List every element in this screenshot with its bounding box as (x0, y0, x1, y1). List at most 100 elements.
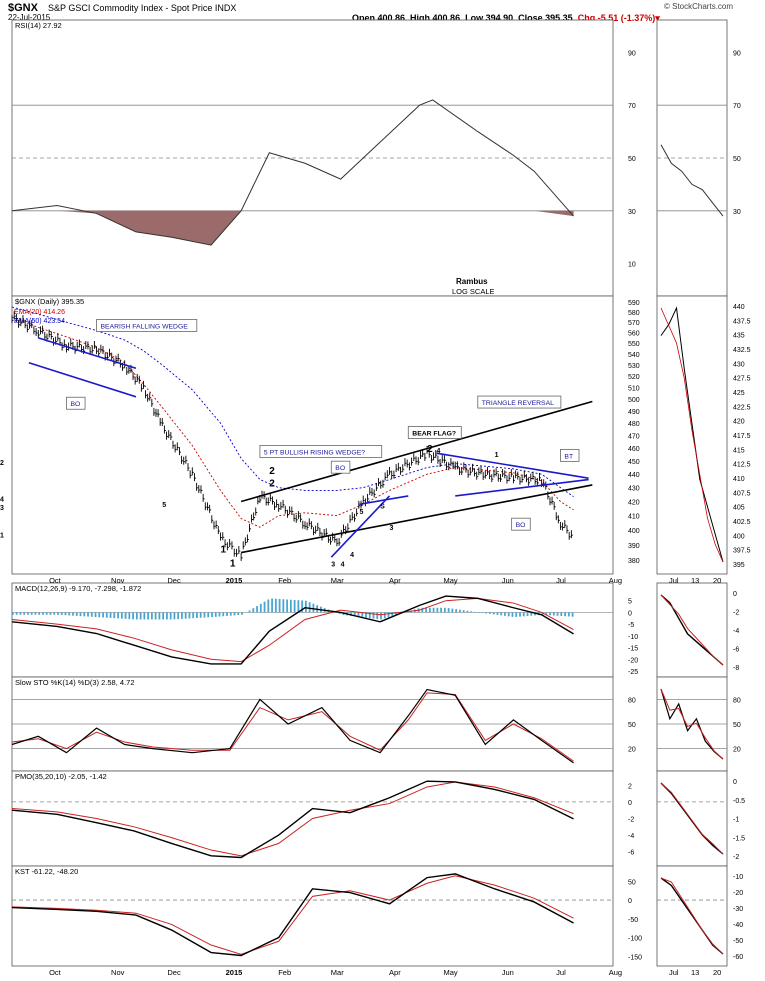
macd-histogram-bar (222, 612, 225, 617)
mini-tick-label: 432.5 (733, 347, 751, 354)
macd-histogram-bar (45, 612, 48, 615)
tick-label: 20 (628, 747, 636, 754)
macd-histogram-bar (98, 612, 101, 618)
x-axis-label: 2015 (226, 968, 243, 977)
kst-line (11, 873, 574, 957)
mini-pmo-line (660, 782, 724, 855)
mini-tick-label: 80 (733, 697, 741, 704)
mini-tick-label: 395 (733, 562, 745, 569)
macd-histogram-bar (560, 612, 563, 616)
macd-histogram-bar (132, 612, 134, 620)
macd-histogram-bar (304, 600, 307, 613)
macd-histogram-bar (312, 603, 315, 613)
macd-histogram-bar (12, 612, 14, 615)
macd-histogram-bar (263, 601, 266, 613)
ema-line-0 (11, 316, 574, 528)
macd-histogram-bar (474, 611, 476, 613)
tick-label: -6 (628, 850, 634, 857)
macd-histogram-bar (526, 612, 529, 617)
macd-histogram-bar (549, 612, 551, 616)
panel-legend-price: $GNX (Daily) 395.35 (15, 297, 84, 306)
macd-histogram-bar (252, 608, 255, 613)
tick-label: -20 (628, 657, 638, 664)
macd-histogram-bar (278, 598, 281, 613)
tick-label: 580 (628, 310, 640, 317)
macd-histogram-bar (188, 612, 191, 619)
tick-label: 420 (628, 499, 640, 506)
tick-label: 590 (628, 300, 640, 307)
macd-histogram-bar (256, 606, 258, 613)
x-axis-label: Dec (167, 576, 181, 585)
mini-tick-label: -60 (733, 954, 743, 961)
scale-note: LOG SCALE (452, 287, 495, 296)
rsi-oversold-fill (12, 210, 574, 246)
macd-histogram-bar (218, 612, 221, 617)
wave-label: 2 (427, 444, 433, 455)
macd-histogram-bar (500, 612, 503, 616)
macd-histogram-bar (83, 612, 86, 617)
x-axis-label: May (443, 576, 457, 585)
wave-label: 3 (331, 561, 335, 568)
mini-tick-label: 405 (733, 505, 745, 512)
macd-histogram-bar (158, 612, 161, 620)
brand-watermark: © StockCharts.com (664, 2, 734, 11)
macd-histogram-bar (72, 612, 74, 616)
macd-histogram-bar (237, 612, 240, 616)
macd-histogram-bar (233, 612, 236, 616)
macd-histogram-bar (432, 607, 435, 613)
tick-label: 560 (628, 331, 640, 338)
mini-tick-label: 50 (733, 722, 741, 729)
tick-label: 2 (628, 783, 632, 790)
callout-label: 5 PT BULLISH RISING WEDGE? (264, 450, 365, 457)
macd-histogram-bar (169, 612, 172, 620)
panel-legend-kst: KST -61.22, -48.20 (15, 867, 78, 876)
trendline (359, 495, 409, 506)
mini-tick-label: -10 (733, 874, 743, 881)
tick-label: 470 (628, 433, 640, 440)
tick-label: 50 (628, 722, 636, 729)
callout-label: TRIANGLE REVERSAL (482, 400, 554, 407)
pmo-line (11, 780, 574, 859)
macd-histogram-bar (391, 612, 394, 617)
tick-label: 70 (628, 103, 636, 110)
tick-label: 30 (628, 209, 636, 216)
tick-label: 380 (628, 558, 640, 565)
mini-tick-label: 435 (733, 333, 745, 340)
sto-k-line (11, 688, 574, 764)
macd-histogram-bar (293, 599, 296, 613)
x-axis-label: Mar (331, 968, 344, 977)
author-note: Rambus (456, 277, 488, 286)
tick-label: -5 (628, 622, 634, 629)
macd-histogram-bar (267, 599, 270, 613)
macd-histogram-bar (380, 612, 382, 620)
macd-histogram-bar (338, 612, 341, 615)
macd-histogram-bar (38, 612, 41, 615)
macd-histogram-bar (42, 612, 44, 615)
callout-box (477, 395, 562, 409)
macd-histogram-bar (552, 612, 555, 616)
macd-histogram-bar (443, 607, 446, 613)
macd-histogram-bar (436, 607, 439, 613)
chart-date: 22-Jul-2015 (8, 13, 51, 22)
trendline (436, 452, 589, 479)
macd-histogram-bar (428, 607, 431, 613)
callout-box (66, 396, 86, 410)
chart-header: $GNX S&P GSCI Commodity Index - Spot Pri… (0, 0, 765, 24)
x-axis-label: May (443, 968, 457, 977)
mini-tick-label: -1 (733, 817, 739, 824)
macd-histogram-bar (90, 612, 93, 617)
mini-tick-label: 437.5 (733, 318, 751, 325)
wave-label: 2 (269, 466, 275, 477)
mini-macd-line (660, 594, 724, 666)
macd-histogram-bar (154, 612, 157, 620)
mini-tick-label: 407.5 (733, 490, 751, 497)
x-axis-label: Oct (49, 968, 62, 977)
macd-histogram-bar (455, 609, 458, 613)
callout-label: BEAR FLAG? (412, 430, 456, 437)
macd-histogram-bar (135, 612, 138, 620)
mini-tick-label: 430 (733, 361, 745, 368)
x-axis-label: Apr (389, 968, 401, 977)
rsi-line (11, 99, 574, 246)
macd-histogram-bar (53, 612, 56, 615)
wave-label: 5 (359, 509, 363, 516)
